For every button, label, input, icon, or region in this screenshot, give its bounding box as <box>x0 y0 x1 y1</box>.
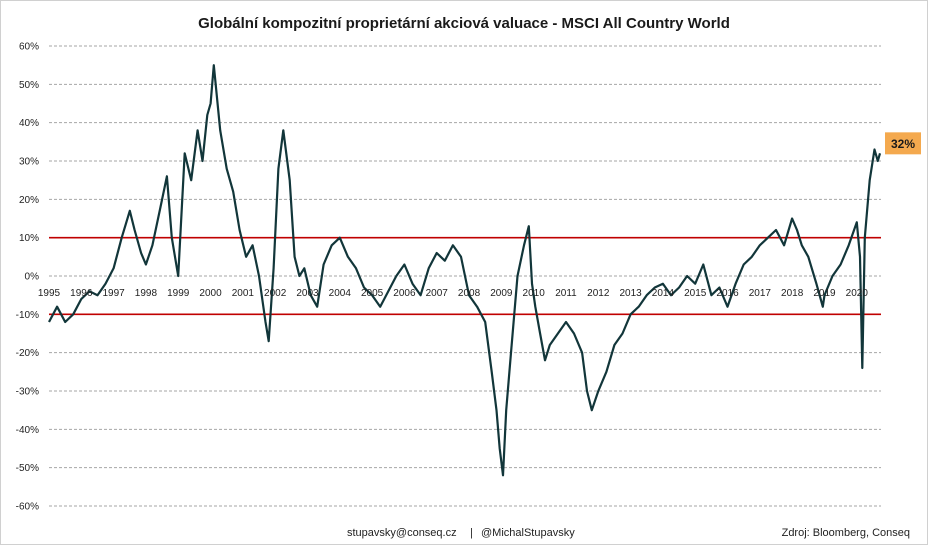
x-tick-label: 2005 <box>361 288 384 299</box>
x-tick-label: 2009 <box>490 288 513 299</box>
x-tick-label: 2018 <box>781 288 804 299</box>
footer-contact: stupavsky@conseq.cz <box>347 527 457 539</box>
x-tick-label: 2015 <box>684 288 707 299</box>
x-tick-label: 2020 <box>846 288 869 299</box>
x-tick-label: 2010 <box>523 288 546 299</box>
x-tick-label: 1997 <box>102 288 125 299</box>
x-tick-label: 2007 <box>426 288 449 299</box>
x-tick-label: 2011 <box>555 288 577 299</box>
chart-title: Globální kompozitní proprietární akciová… <box>198 15 730 32</box>
series-group <box>48 64 882 477</box>
latest-value-label: 32% <box>891 137 915 151</box>
footer-separator: | <box>470 527 473 539</box>
y-tick-label: 50% <box>19 80 39 91</box>
x-tick-label: 2004 <box>329 288 352 299</box>
y-tick-label: -60% <box>16 502 39 513</box>
y-tick-label: -10% <box>16 310 39 321</box>
x-tick-label: 2016 <box>716 288 739 299</box>
x-tick-label: 1998 <box>135 288 158 299</box>
x-tick-label: 2002 <box>264 288 287 299</box>
x-tick-label: 2003 <box>296 288 319 299</box>
y-tick-label: 10% <box>19 233 39 244</box>
x-tick-label: 1996 <box>70 288 93 299</box>
y-tick-label: 20% <box>19 195 39 206</box>
series-line <box>48 64 882 477</box>
latest-value-badge: 32% <box>885 132 921 155</box>
x-tick-label: 2001 <box>232 288 255 299</box>
y-tick-label: 60% <box>19 42 39 53</box>
y-tick-label: -20% <box>16 348 39 359</box>
reference-lines <box>49 236 881 316</box>
y-tick-label: 30% <box>19 157 39 168</box>
footer-source: Zdroj: Bloomberg, Conseq <box>782 527 910 539</box>
x-tick-label: 1999 <box>167 288 190 299</box>
x-tick-label: 2017 <box>749 288 772 299</box>
x-tick-label: 2014 <box>652 288 675 299</box>
x-tick-label: 1995 <box>38 288 61 299</box>
x-tick-label: 2000 <box>199 288 222 299</box>
x-tick-label: 2012 <box>587 288 610 299</box>
y-tick-label: -30% <box>16 387 39 398</box>
y-tick-label: -40% <box>16 425 39 436</box>
latest-value-badge-box <box>885 132 921 155</box>
x-tick-label: 2019 <box>813 288 836 299</box>
y-tick-label: 0% <box>25 272 40 283</box>
x-axis-ticks: 1995 1996 1997 1998 1999 2000 2001 2002 2003 2004… <box>38 288 868 299</box>
x-tick-label: 2006 <box>393 288 416 299</box>
footer-handle: @MichalStupavsky <box>481 527 575 539</box>
y-tick-label: -50% <box>16 463 39 474</box>
x-tick-label: 2013 <box>619 288 642 299</box>
y-tick-label: 40% <box>19 118 39 129</box>
y-axis-ticks: 60% 50% 40% 30% 20% 10% 0% -10% -20% -30% -40% -50%… <box>16 42 39 513</box>
x-tick-label: 2008 <box>458 288 481 299</box>
